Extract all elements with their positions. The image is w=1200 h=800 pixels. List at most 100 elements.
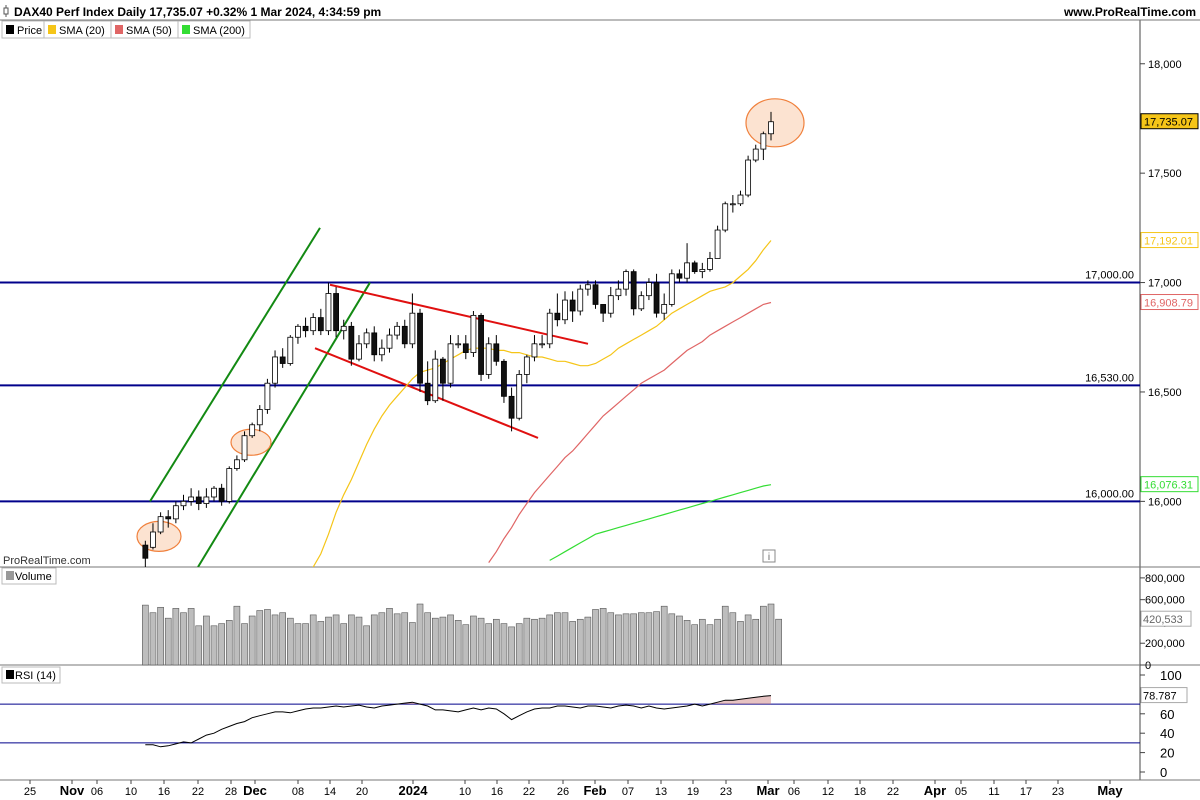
volume-bar — [241, 623, 248, 666]
volume-bar — [775, 618, 782, 666]
candle-body — [516, 374, 523, 419]
volume-bar — [485, 623, 492, 666]
candle-body — [142, 544, 149, 559]
candle-body — [546, 312, 553, 345]
volume-bar — [233, 605, 241, 666]
volume-bar — [203, 615, 210, 666]
candle-body — [592, 284, 599, 305]
candle-body — [623, 271, 629, 290]
candle-body — [478, 314, 484, 375]
candle — [340, 319, 347, 340]
volume-bar — [538, 617, 546, 666]
candle — [462, 335, 469, 360]
candle-body — [310, 317, 317, 332]
candle — [722, 201, 729, 233]
candle — [188, 488, 195, 506]
candle — [249, 422, 256, 438]
candle-body — [630, 271, 637, 310]
candlestick-icon-body — [3, 7, 9, 15]
legend-item[interactable]: SMA (200) — [177, 20, 251, 39]
volume-label-box[interactable] — [1, 567, 57, 585]
legend-item-box[interactable] — [177, 20, 251, 39]
candle — [684, 243, 690, 283]
candle — [714, 225, 721, 259]
candle — [241, 431, 248, 462]
volume-bar — [264, 609, 271, 666]
site-label: www.ProRealTime.com — [1063, 5, 1196, 19]
candle — [363, 328, 370, 349]
legend-item[interactable]: SMA (20) — [43, 20, 112, 39]
candle — [279, 348, 286, 368]
candle — [272, 350, 278, 388]
candle — [325, 282, 332, 336]
price-tag-label: 16,076.31 — [1144, 480, 1193, 492]
info-icon-box[interactable] — [762, 549, 776, 563]
x-tick-label: 12 — [822, 786, 834, 798]
volume-bar — [729, 612, 737, 666]
candle — [371, 326, 378, 362]
candle-body — [554, 312, 561, 321]
volume-bar — [500, 623, 508, 666]
info-icon[interactable]: i — [762, 549, 776, 563]
candle — [287, 335, 294, 366]
candle — [638, 291, 645, 312]
x-tick-label: 06 — [788, 786, 800, 798]
candle-body — [569, 299, 576, 312]
candle — [447, 335, 454, 388]
price-tag: 16,076.31 — [1140, 476, 1199, 493]
volume-bar — [493, 618, 500, 666]
volume-bar — [309, 614, 317, 666]
rsi-label-box[interactable] — [1, 666, 61, 684]
volume-swatch — [6, 571, 14, 580]
volume-bar — [645, 612, 653, 666]
volume-bar — [676, 615, 683, 666]
volume-bar — [546, 614, 554, 666]
candle-body — [455, 343, 462, 346]
candle-body — [737, 194, 744, 205]
rsi-label[interactable]: RSI (14) — [1, 666, 61, 684]
candle — [584, 280, 591, 296]
volume-bar — [569, 621, 576, 666]
legend-label: SMA (50) — [126, 25, 172, 37]
rsi-last-box — [1140, 687, 1188, 704]
volume-label-text: Volume — [15, 571, 52, 583]
candle-body — [600, 304, 607, 314]
candle-body — [691, 262, 698, 273]
candle-body — [684, 262, 690, 279]
x-tick-label: 2024 — [399, 783, 429, 798]
volume-bar — [515, 623, 523, 666]
candle-body — [295, 325, 301, 338]
candle-body — [409, 312, 416, 345]
candle — [554, 293, 561, 327]
volume-label[interactable]: Volume — [1, 567, 57, 585]
candle-body — [707, 258, 713, 270]
rsi-tick-label: 40 — [1160, 726, 1174, 741]
volume-bar — [195, 625, 203, 666]
rsi-label-text: RSI (14) — [15, 670, 56, 682]
candle — [310, 313, 317, 336]
candle — [470, 311, 477, 357]
price-tag-box — [1140, 476, 1199, 493]
x-tick-label: 05 — [955, 786, 967, 798]
volume-bar — [508, 626, 515, 666]
x-tick-label: Mar — [756, 783, 779, 798]
legend-item[interactable]: SMA (50) — [110, 20, 179, 39]
candle — [409, 293, 416, 349]
candle-body — [661, 304, 668, 314]
x-tick-label: 11 — [988, 786, 999, 798]
x-tick-label: Apr — [924, 783, 946, 798]
candle-body — [539, 343, 545, 346]
x-tick-label: 23 — [720, 786, 732, 798]
candle — [707, 251, 713, 272]
candle-body — [302, 325, 309, 332]
rsi-panel: RSI (14) — [0, 666, 1140, 748]
volume-bar — [584, 616, 592, 666]
legend-item[interactable]: Price — [1, 20, 45, 39]
candle-body — [394, 325, 401, 336]
volume-bar — [599, 608, 607, 666]
candle — [417, 308, 423, 392]
candle — [623, 269, 629, 296]
volume-bar — [271, 614, 279, 666]
volume-bar — [348, 614, 355, 666]
price-tick-label: 18,000 — [1148, 59, 1182, 71]
